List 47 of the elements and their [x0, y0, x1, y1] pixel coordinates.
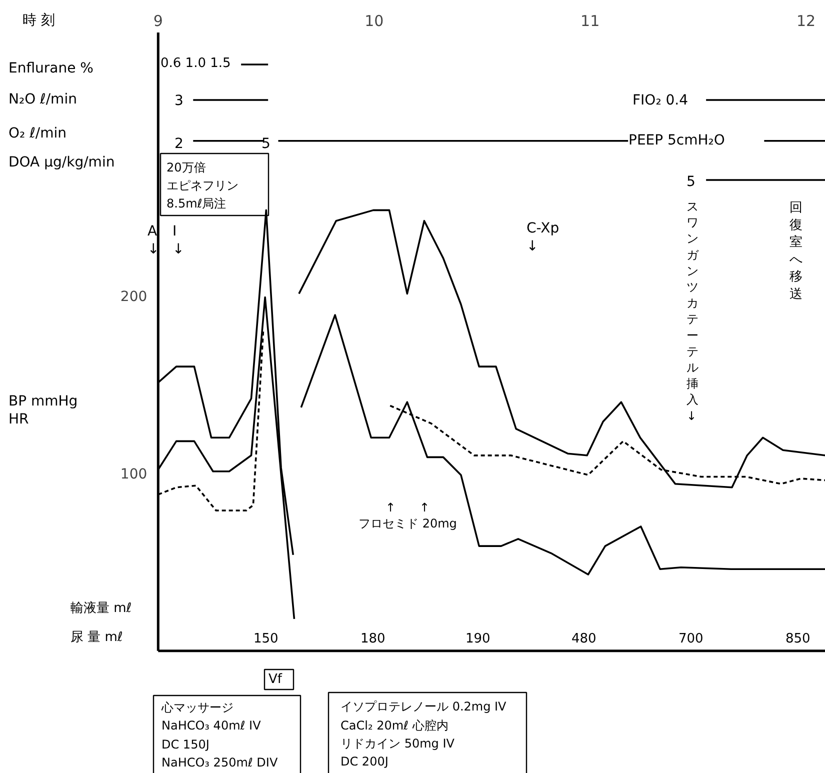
annotation: 190: [466, 632, 490, 646]
annotation: 8.5mℓ局注: [166, 196, 226, 210]
annotation: CaCl₂ 20mℓ 心腔内: [340, 718, 448, 732]
annotation: BP mmHg HR: [8, 393, 78, 428]
annotation: 0.6 1.0 1.5: [160, 56, 231, 71]
annotation: 850: [786, 632, 810, 646]
annotation: O₂ ℓ/min: [8, 126, 66, 142]
annotation: 5: [262, 136, 270, 152]
annotation: N₂O ℓ/min: [8, 92, 77, 108]
annotation: C-Xp ↓: [526, 220, 560, 255]
annotation: NaHCO₃ 250mℓ DIV: [162, 756, 278, 770]
text: スワンガンツカテーテル挿入↓: [686, 200, 698, 423]
annotation: フロセミド 20mg: [358, 516, 457, 530]
annotation: 5: [686, 174, 696, 190]
annotation: 480: [572, 632, 596, 646]
annotation: 2: [174, 136, 184, 152]
annotation: 20万倍: [166, 160, 206, 174]
annotation: DC 200J: [340, 754, 388, 768]
annotation: 尿 量 mℓ: [70, 630, 123, 645]
x-tick-label: 10: [364, 12, 384, 30]
annotation: ↑: [386, 500, 396, 514]
x-tick-label: 11: [580, 12, 600, 30]
annotation: ↑: [420, 500, 430, 514]
annotation: DOA μg/kg/min: [8, 154, 115, 170]
annotation: 時 刻: [22, 12, 55, 28]
annotation: リドカイン 50mg IV: [340, 736, 456, 750]
y-tick-label: 200: [120, 288, 148, 305]
annotation: FIO₂ 0.4: [632, 92, 688, 108]
annotation: PEEP 5cmH₂O: [628, 132, 725, 148]
annotation: NaHCO₃ 40mℓ IV: [162, 718, 262, 732]
annotation: エピネフリン: [166, 178, 238, 192]
y-tick-label: 100: [120, 466, 148, 483]
annotation: 3: [174, 93, 184, 109]
annotation: 150: [254, 632, 278, 646]
annotation: Enflurane %: [8, 60, 94, 76]
annotation: 回復室へ移送: [790, 200, 802, 302]
annotation: 心マッサージ: [160, 700, 234, 714]
annotation: I ↓: [172, 223, 184, 258]
x-tick-label: 9: [153, 12, 163, 30]
annotation: DC 150J: [162, 738, 210, 752]
annotation: Vf: [268, 672, 282, 687]
annotation: 700: [678, 632, 704, 646]
annotation: 輸液量 mℓ: [70, 601, 132, 616]
annotation: イソプロテレノール 0.2mg IV: [340, 700, 508, 714]
annotation: A ↓: [148, 223, 160, 258]
annotation: 180: [360, 632, 386, 646]
x-tick-label: 12: [796, 12, 816, 30]
